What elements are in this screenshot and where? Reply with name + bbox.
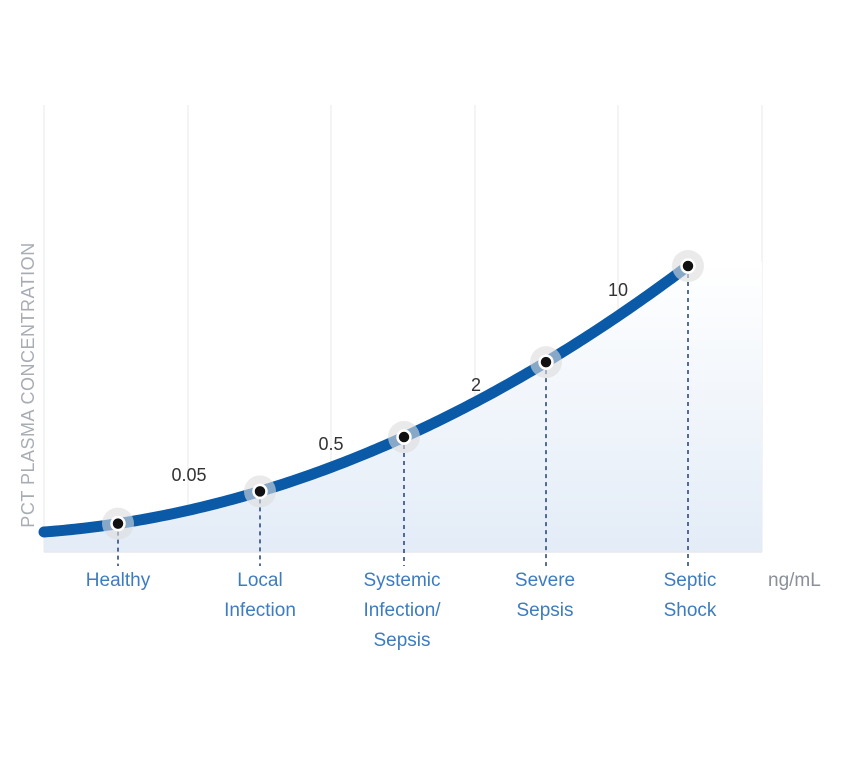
data-point xyxy=(396,429,412,445)
unit-label: ng/mL xyxy=(768,570,821,591)
category-label: Healthy xyxy=(86,570,151,591)
threshold-labels: 0.05 0.5 2 10 xyxy=(171,280,628,485)
category-label: Infection/ xyxy=(363,600,441,621)
category-label: Systemic xyxy=(363,570,440,591)
category-label: Shock xyxy=(664,600,717,621)
category-label: Sepsis xyxy=(373,630,430,651)
y-axis-title: PCT PLASMA CONCENTRATION xyxy=(18,242,38,527)
threshold-label: 10 xyxy=(608,280,628,300)
threshold-label: 2 xyxy=(471,375,481,395)
threshold-label: 0.5 xyxy=(318,434,343,454)
threshold-label: 0.05 xyxy=(171,465,206,485)
category-labels: Healthy Local Infection Systemic Infection/S… xyxy=(86,570,717,651)
drop-lines xyxy=(117,266,689,566)
data-point xyxy=(252,483,268,500)
category-label: Infection xyxy=(224,600,296,621)
data-point xyxy=(538,354,554,370)
pct-curve xyxy=(38,260,694,538)
category-label: Septic xyxy=(664,570,717,591)
area-fill xyxy=(44,262,762,552)
category-label: Sepsis xyxy=(516,600,573,621)
category-label: Severe xyxy=(515,570,575,591)
data-point xyxy=(110,515,126,532)
category-label: Local xyxy=(237,570,282,591)
data-point xyxy=(680,258,696,274)
data-points xyxy=(102,250,704,540)
